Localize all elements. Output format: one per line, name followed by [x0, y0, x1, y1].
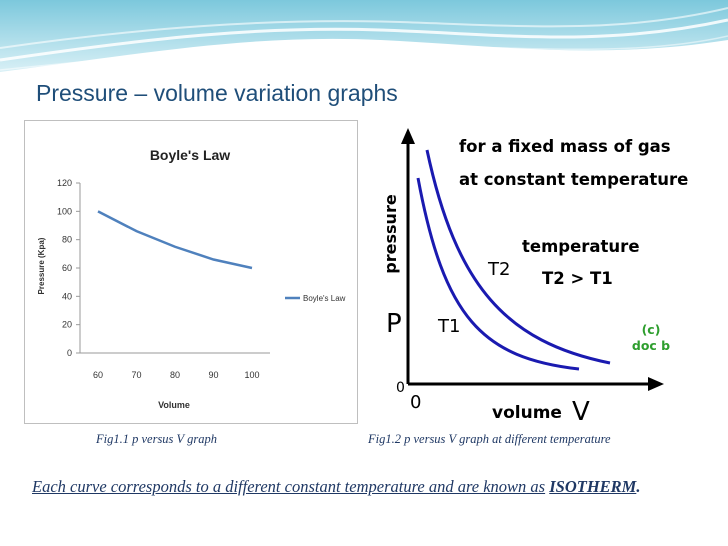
chart2-t2-label: T2	[487, 259, 510, 280]
bottom-note: Each curve corresponds to a different co…	[32, 476, 712, 497]
chart2-source-line2: doc b	[632, 338, 670, 353]
chart1-x-tick-label: 90	[208, 370, 218, 380]
chart2-y-symbol: P	[386, 309, 402, 339]
chart1-x-tick-label: 80	[170, 370, 180, 380]
chart1-y-axis-label: Pressure (Kpa)	[37, 237, 46, 294]
chart2-annotation-line2: T2 > T1	[542, 269, 613, 288]
header-wave-band	[0, 0, 728, 80]
chart2-y-arrow	[401, 128, 415, 144]
bottom-note-term: ISOTHERM	[549, 477, 637, 496]
chart1-y-tick-label: 40	[62, 291, 72, 301]
chart1-y-tick-label: 80	[62, 235, 72, 245]
figure1-caption: Fig1.1 p versus V graph	[96, 432, 217, 446]
chart1-x-tick-label: 60	[93, 370, 103, 380]
chart2-origin-x: 0	[410, 392, 421, 413]
chart2-y-axis-label: pressure	[381, 194, 400, 274]
bottom-note-main: Each curve corresponds to a different co…	[32, 477, 546, 496]
chart2-t1-label: T1	[437, 316, 460, 337]
figure2-caption: Fig1.2 p versus V graph at different tem…	[368, 432, 611, 446]
chart2-annotation-line1: temperature	[522, 237, 640, 256]
chart1-x-tick-label: 70	[131, 370, 141, 380]
chart1-title: Boyle's Law	[150, 147, 230, 163]
chart2-title-line1: for a fixed mass of gas	[459, 137, 671, 156]
chart2-title-line2: at constant temperature	[459, 170, 688, 189]
chart2-x-arrow	[648, 377, 664, 391]
chart1-legend-label: Boyle's Law	[303, 294, 346, 303]
chart1-series-line	[97, 210, 253, 270]
chart1-y-tick-label: 60	[62, 263, 72, 273]
chart1-x-axis-label: Volume	[158, 400, 190, 410]
slide-title: Pressure – volume variation graphs	[36, 80, 398, 106]
chart1-y-tick-label: 120	[57, 178, 72, 188]
chart2-x-axis-label: volume	[492, 403, 562, 422]
isotherm-t2-curve	[425, 149, 611, 365]
chart1-y-tick-label: 0	[67, 348, 72, 358]
chart2-origin-y: 0	[396, 380, 405, 396]
isotherm-t1-curve	[416, 177, 580, 371]
chart1-y-tick-label: 20	[62, 320, 72, 330]
chart1-y-tick-label: 100	[57, 206, 72, 216]
chart1-x-tick-label: 100	[244, 370, 259, 380]
chart2-x-symbol: V	[572, 397, 590, 422]
isotherm-chart: for a fixed mass of gas at constant temp…	[374, 122, 690, 422]
bottom-note-end: .	[636, 477, 641, 496]
chart2-source-line1: (c)	[642, 322, 661, 337]
